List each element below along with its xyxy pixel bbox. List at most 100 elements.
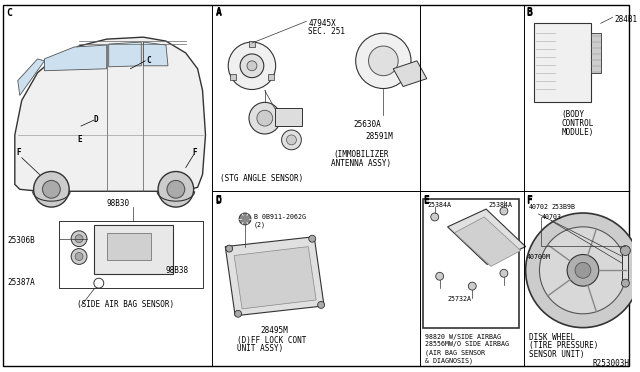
Circle shape — [257, 110, 273, 126]
Text: 40702: 40702 — [529, 204, 548, 210]
Polygon shape — [44, 45, 107, 71]
Text: (AIR BAG SENSOR: (AIR BAG SENSOR — [425, 349, 485, 356]
Text: 25387A: 25387A — [8, 278, 36, 287]
Text: C: C — [146, 56, 151, 65]
Text: (BODY: (BODY — [561, 110, 584, 119]
Text: F: F — [193, 148, 197, 157]
Text: F: F — [527, 195, 532, 205]
Bar — [60, 221, 202, 288]
Text: D: D — [216, 195, 221, 205]
Polygon shape — [15, 37, 205, 191]
Text: F: F — [17, 148, 21, 157]
Text: MODULE): MODULE) — [561, 128, 593, 137]
Bar — [230, 74, 236, 80]
Text: E: E — [77, 135, 82, 144]
Polygon shape — [454, 217, 521, 266]
Circle shape — [226, 245, 233, 252]
Polygon shape — [109, 42, 141, 67]
Circle shape — [75, 235, 83, 243]
Bar — [591, 33, 601, 73]
Text: 25306B: 25306B — [8, 236, 36, 245]
Text: R253003H: R253003H — [593, 359, 630, 368]
Circle shape — [356, 33, 411, 89]
Text: 25732A: 25732A — [447, 296, 472, 302]
Circle shape — [436, 272, 444, 280]
Bar — [275, 108, 302, 126]
Circle shape — [158, 171, 194, 207]
Circle shape — [621, 279, 629, 287]
Polygon shape — [447, 209, 525, 264]
Text: F: F — [527, 196, 532, 206]
Bar — [423, 199, 518, 328]
Text: D: D — [94, 115, 99, 124]
Text: UNIT ASSY): UNIT ASSY) — [237, 344, 284, 353]
Bar — [534, 23, 591, 102]
Text: (SIDE AIR BAG SENSOR): (SIDE AIR BAG SENSOR) — [77, 300, 174, 309]
Circle shape — [369, 46, 398, 76]
Text: 47945X: 47945X — [308, 19, 336, 28]
Text: E: E — [423, 195, 429, 205]
Text: 253B9B: 253B9B — [551, 204, 575, 210]
Text: (2): (2) — [254, 222, 266, 228]
Circle shape — [228, 42, 276, 90]
Circle shape — [33, 171, 69, 207]
Text: B 0B911-2062G: B 0B911-2062G — [254, 214, 306, 220]
Circle shape — [525, 213, 640, 328]
Circle shape — [247, 61, 257, 71]
Text: C: C — [216, 195, 221, 205]
Circle shape — [500, 207, 508, 215]
Circle shape — [575, 262, 591, 278]
Circle shape — [308, 235, 316, 242]
Text: (D)FF LOCK CONT: (D)FF LOCK CONT — [237, 336, 307, 344]
Text: 98820 W/SIDE AIRBAG: 98820 W/SIDE AIRBAG — [425, 334, 501, 340]
Text: 40700M: 40700M — [527, 254, 550, 260]
Text: DISK WHEEL: DISK WHEEL — [529, 333, 575, 341]
Circle shape — [249, 102, 280, 134]
Circle shape — [71, 231, 87, 247]
Text: (TIRE PRESSURE): (TIRE PRESSURE) — [529, 341, 598, 350]
Text: CONTROL: CONTROL — [561, 119, 593, 128]
Text: (STG ANGLE SENSOR): (STG ANGLE SENSOR) — [220, 174, 303, 183]
Circle shape — [431, 213, 438, 221]
Text: A: A — [216, 9, 221, 19]
Circle shape — [167, 180, 185, 198]
Text: 98B38: 98B38 — [166, 266, 189, 275]
Text: A: A — [216, 7, 221, 16]
Text: 284B1: 284B1 — [614, 15, 637, 25]
Circle shape — [468, 282, 476, 290]
Text: B: B — [527, 9, 532, 19]
Polygon shape — [18, 59, 44, 96]
Text: C: C — [6, 9, 12, 19]
Circle shape — [567, 254, 599, 286]
Text: 28556MW/O SIDE AIRBAG: 28556MW/O SIDE AIRBAG — [425, 341, 509, 347]
Text: SEC. 251: SEC. 251 — [308, 27, 345, 36]
Bar — [249, 41, 255, 47]
Text: 28495M: 28495M — [260, 326, 289, 335]
Polygon shape — [234, 247, 316, 309]
Bar — [94, 225, 173, 274]
Polygon shape — [225, 237, 324, 316]
Circle shape — [240, 54, 264, 78]
Circle shape — [235, 310, 241, 317]
Text: E: E — [423, 196, 429, 206]
Bar — [268, 74, 274, 80]
Circle shape — [620, 246, 630, 256]
Bar — [107, 233, 151, 260]
Polygon shape — [143, 42, 168, 66]
Circle shape — [500, 269, 508, 277]
Text: & DIAGNOSIS): & DIAGNOSIS) — [425, 357, 473, 364]
Text: (IMMOBILIZER: (IMMOBILIZER — [333, 150, 388, 159]
Text: ANTENNA ASSY): ANTENNA ASSY) — [331, 159, 390, 168]
Text: 40703: 40703 — [541, 214, 561, 220]
Text: 98B30: 98B30 — [107, 199, 130, 208]
Circle shape — [239, 213, 251, 225]
Bar — [623, 254, 628, 281]
Text: D: D — [216, 196, 221, 206]
Text: 25384A: 25384A — [488, 202, 512, 208]
Circle shape — [75, 253, 83, 260]
Text: B: B — [527, 7, 532, 16]
Circle shape — [540, 227, 627, 314]
Polygon shape — [393, 61, 427, 87]
Text: 25384A: 25384A — [428, 202, 452, 208]
Circle shape — [71, 248, 87, 264]
